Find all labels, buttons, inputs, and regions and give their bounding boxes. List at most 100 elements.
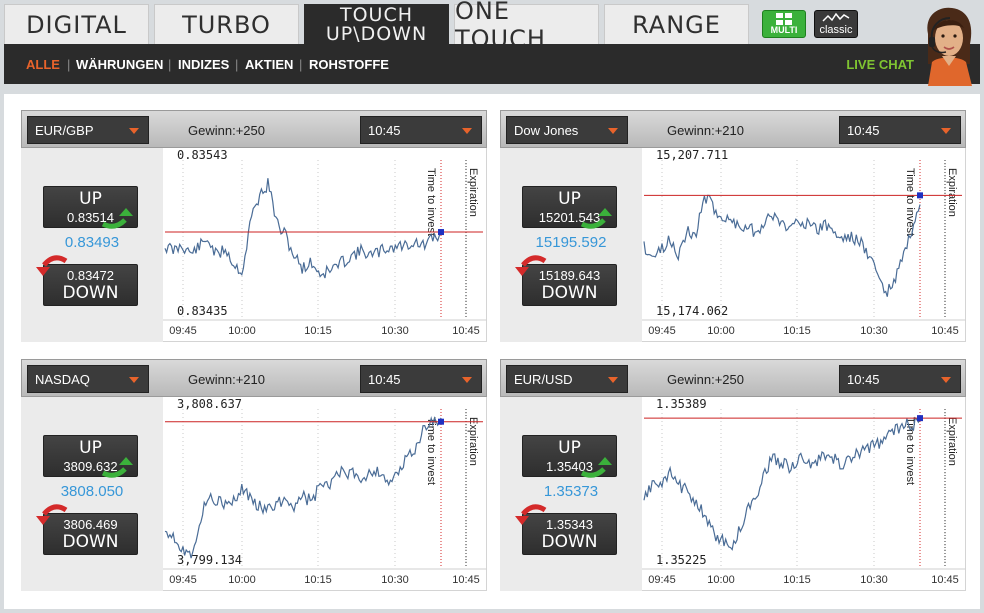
asset-select[interactable]: EUR/GBP [27,116,149,144]
option-widget: Dow Jones Gewinn:+210 10:45 UP 15201.543… [500,110,966,342]
support-agent-avatar[interactable] [914,4,980,86]
down-button[interactable]: 15189.643 DOWN [522,264,617,306]
current-price: 15195.592 [535,234,607,251]
down-label: DOWN [541,283,598,303]
time-tick-label: 10:15 [304,325,332,337]
time-tick-label: 09:45 [169,325,197,337]
chevron-down-icon [462,377,472,383]
live-chat-link[interactable]: LIVE CHAT [846,57,914,72]
price-chart: 09:45 10:00 10:15 10:30 10:45 Time to invest E… [163,397,487,591]
up-label: UP [79,438,102,458]
nav-waehrungen[interactable]: WÄHRUNGEN [76,57,164,72]
price-chart: 09:45 10:00 10:15 10:30 10:45 Time to invest E… [642,148,966,342]
price-line [164,416,442,559]
red-arrow-down-icon [515,255,547,276]
up-label: UP [79,189,102,209]
option-widget: EUR/GBP Gewinn:+250 10:45 UP 0.83514 0.8… [21,110,487,342]
payout-label: Gewinn:+250 [188,123,265,138]
down-price: 0.83472 [67,268,114,283]
high-price-label: 0.83543 [177,148,228,162]
asset-select[interactable]: NASDAQ [27,365,149,393]
multi-view-button[interactable]: MULTI [762,10,806,38]
down-price: 1.35343 [546,517,593,532]
up-price: 0.83514 [67,210,114,225]
expiry-time: 10:45 [368,372,401,387]
price-line [643,416,921,551]
down-button[interactable]: 1.35343 DOWN [522,513,617,555]
tab-touch-updown[interactable]: TOUCH UP\DOWN [304,4,449,44]
up-price: 1.35403 [546,459,593,474]
green-arrow-up-icon [101,457,133,478]
low-price-label: 1.35225 [656,553,707,567]
tab-touch-line1: TOUCH [339,3,414,26]
chevron-down-icon [941,377,951,383]
option-widget: NASDAQ Gewinn:+210 10:45 UP 3809.632 380… [21,359,487,591]
expiry-select[interactable]: 10:45 [839,116,961,144]
widget-header: EUR/USD Gewinn:+250 10:45 [500,359,966,397]
time-tick-label: 10:00 [707,574,735,586]
expiry-select[interactable]: 10:45 [360,365,482,393]
tab-digital[interactable]: DIGITAL [4,4,149,44]
current-point-marker [917,415,923,422]
down-label: DOWN [541,532,598,552]
line-chart-icon [822,12,850,22]
trade-controls: UP 0.83514 0.83493 0.83472 DOWN [21,148,163,342]
up-price: 15201.543 [538,210,601,225]
time-tick-label: 10:30 [860,574,888,586]
tab-one-touch[interactable]: ONE TOUCH [454,0,599,53]
nav-alle[interactable]: ALLE [26,57,60,72]
time-tick-label: 10:00 [707,325,735,337]
asset-select[interactable]: EUR/USD [506,365,628,393]
expiration-label: Expiration [467,168,479,217]
price-chart: 09:45 10:00 10:15 10:30 10:45 Time to invest E… [642,397,966,591]
down-button[interactable]: 0.83472 DOWN [43,264,138,306]
classic-label: classic [819,24,853,36]
expiry-select[interactable]: 10:45 [839,365,961,393]
trade-controls: UP 3809.632 3808.050 3806.469 DOWN [21,397,163,591]
classic-view-button[interactable]: classic [814,10,858,38]
grid-icon [776,13,792,25]
asset-name: NASDAQ [35,372,90,387]
time-to-invest-label: Time to invest [904,168,916,236]
nav-rohstoffe[interactable]: ROHSTOFFE [309,57,389,72]
expiration-label: Expiration [467,417,479,466]
chevron-down-icon [129,377,139,383]
expiry-time: 10:45 [368,123,401,138]
down-button[interactable]: 3806.469 DOWN [43,513,138,555]
trade-controls: UP 1.35403 1.35373 1.35343 DOWN [500,397,642,591]
red-arrow-down-icon [36,504,68,525]
chevron-down-icon [941,128,951,134]
widget-header: Dow Jones Gewinn:+210 10:45 [500,110,966,148]
red-arrow-down-icon [515,504,547,525]
category-nav: ALLE | WÄHRUNGEN | INDIZES | AKTIEN | RO… [4,44,980,84]
up-label: UP [558,189,581,209]
product-tabs: DIGITAL TURBO TOUCH UP\DOWN ONE TOUCH RA… [0,0,984,53]
nav-indizes[interactable]: INDIZES [178,57,230,72]
asset-name: Dow Jones [514,123,579,138]
tab-turbo[interactable]: TURBO [154,4,299,44]
widget-header: NASDAQ Gewinn:+210 10:45 [21,359,487,397]
chart-svg: 09:45 10:00 10:15 10:30 10:45 Time to invest E… [163,397,487,586]
down-price: 3806.469 [63,517,118,532]
nav-aktien[interactable]: AKTIEN [245,57,294,72]
nav-separator: | [299,57,303,72]
tab-range[interactable]: RANGE [604,4,749,44]
down-label: DOWN [62,283,119,303]
nav-separator: | [67,57,71,72]
nav-separator: | [235,57,239,72]
time-tick-label: 10:30 [381,574,409,586]
chart-svg: 09:45 10:00 10:15 10:30 10:45 Time to invest E… [642,148,966,337]
asset-name: EUR/GBP [35,123,94,138]
green-arrow-up-icon [580,208,612,229]
current-price: 1.35373 [543,483,599,500]
expiry-select[interactable]: 10:45 [360,116,482,144]
asset-select[interactable]: Dow Jones [506,116,628,144]
time-tick-label: 10:00 [228,574,256,586]
chevron-down-icon [462,128,472,134]
high-price-label: 15,207.711 [656,148,728,162]
time-tick-label: 10:30 [381,325,409,337]
current-point-marker [917,192,923,199]
time-tick-label: 10:15 [783,574,811,586]
price-line [164,178,442,279]
time-tick-label: 10:30 [860,325,888,337]
